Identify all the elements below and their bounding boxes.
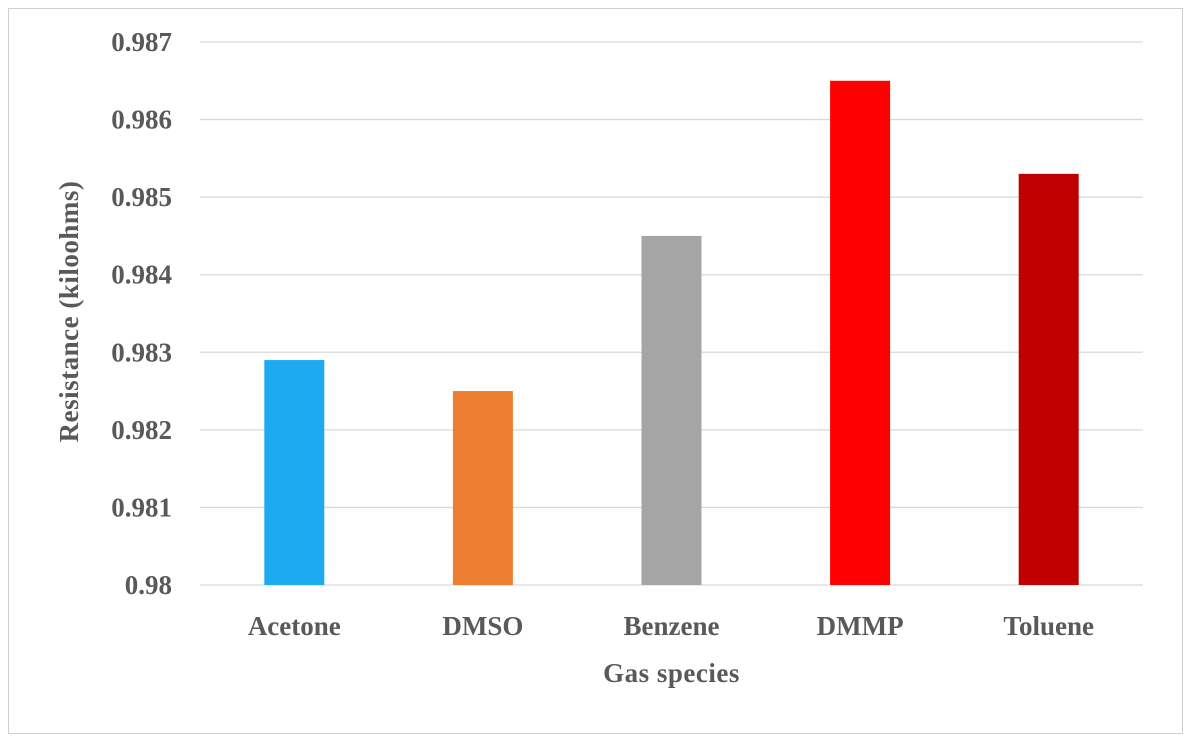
y-tick-label: 0.986 <box>111 105 172 135</box>
bars <box>264 80 1079 586</box>
x-tick-label: Toluene <box>1003 611 1094 641</box>
y-tick-label: 0.982 <box>111 415 172 445</box>
y-tick-label: 0.987 <box>111 27 172 57</box>
x-tick-label: Benzene <box>624 611 720 641</box>
bar-dmmp <box>830 80 891 586</box>
bar-dmso <box>452 391 513 585</box>
x-tick-labels: Acetone DMSO Benzene DMMP Toluene <box>248 611 1094 641</box>
bar-toluene <box>1018 173 1079 585</box>
y-tick-label: 0.985 <box>111 182 172 212</box>
x-tick-label: DMSO <box>442 611 523 641</box>
chart-frame <box>8 8 1183 734</box>
x-tick-label: DMMP <box>817 611 904 641</box>
x-axis-title: Gas species <box>603 658 740 688</box>
y-tick-label: 0.981 <box>111 492 172 522</box>
y-tick-labels: 0.98 0.981 0.982 0.983 0.984 0.985 0.986 0.987 <box>111 27 172 600</box>
y-tick-label: 0.983 <box>111 337 172 367</box>
bar-benzene <box>641 235 702 585</box>
bar-acetone <box>264 360 325 585</box>
y-tick-label: 0.98 <box>125 570 172 600</box>
y-tick-label: 0.984 <box>111 260 172 290</box>
y-axis-title: Resistance (kiloohms) <box>54 181 84 443</box>
x-tick-label: Acetone <box>248 611 341 641</box>
